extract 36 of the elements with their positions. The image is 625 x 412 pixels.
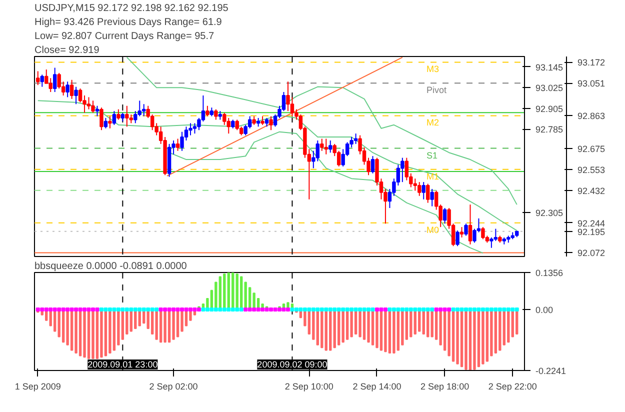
x-tick-label: 2 Sep 14:00 <box>352 382 402 392</box>
ref-line-label: S1 <box>426 150 438 160</box>
y-tick-label: 93.025 <box>536 83 564 94</box>
y2-tick-label: 92.244 <box>578 218 606 228</box>
text: Low= 92.807 Current Days Range= 95.7 <box>34 31 214 42</box>
y2-tick-label: 92.195 <box>578 226 606 237</box>
y2-tick-label: 93.172 <box>578 58 606 68</box>
x-tick-label: 1 Sep 2009 <box>14 382 61 392</box>
y-tick-label: 93.145 <box>536 62 564 72</box>
ref-line-label: M0 <box>426 224 440 235</box>
ref-line-label: M3 <box>426 64 440 74</box>
ref-line-label: 2009.09.02 09:00 <box>257 360 328 370</box>
x-tick-label: 2 Sep 10:00 <box>284 382 334 392</box>
chart-title: bbsqueeze 0.0000 -0.0891 0.0000 <box>34 261 188 272</box>
text: High= 93.426 Previous Days Range= 61.9 <box>34 17 222 28</box>
y-tick-label: 92.785 <box>536 124 564 135</box>
y2-tick-label: 92.432 <box>578 186 606 196</box>
y-tick-label: 0.1356 <box>536 268 564 278</box>
y2-tick-label: 92.863 <box>578 111 606 122</box>
text: Close= 92.919 <box>34 45 100 56</box>
x-tick-label: 2 Sep 02:00 <box>149 382 198 392</box>
y-tick-label: 92.905 <box>536 104 564 114</box>
y-tick-label: 0.00 <box>536 304 554 315</box>
y2-tick-label: 93.051 <box>578 78 606 89</box>
ref-line-label: Pivot <box>426 85 448 96</box>
x-tick-label: 2 Sep 22:00 <box>488 382 537 392</box>
y2-tick-label: 92.072 <box>578 248 606 258</box>
ref-line-label: M2 <box>426 118 440 128</box>
y-tick-label: -0.2241 <box>536 366 566 376</box>
y2-tick-label: 92.675 <box>578 144 606 154</box>
y2-tick-label: 92.553 <box>578 164 606 175</box>
y-tick-label: 92.305 <box>536 208 564 218</box>
x-tick-label: 2 Sep 18:00 <box>420 382 470 392</box>
ref-line-label: M1 <box>426 171 440 182</box>
chart-title: USDJPY,M15 92.172 92.198 92.162 92.195 <box>34 3 229 14</box>
ref-line-label: 2009.09.01 23:00 <box>88 360 158 370</box>
